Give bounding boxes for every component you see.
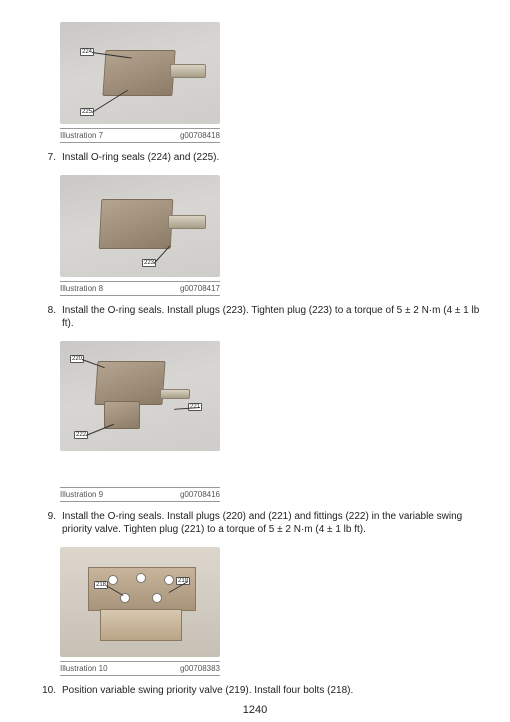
figure-9-image: 220221222 <box>60 341 220 451</box>
figure-8-block: 223 Illustration 8 g00708417 <box>60 175 486 296</box>
step-9-text: Install the O-ring seals. Install plugs … <box>62 510 486 537</box>
figure-8-caption: Illustration 8 g00708417 <box>60 281 220 296</box>
figure-7-block: 224225 Illustration 7 g00708418 <box>60 22 486 143</box>
step-8-text: Install the O-ring seals. Install plugs … <box>62 304 486 331</box>
step-7: 7. Install O-ring seals (224) and (225). <box>40 151 486 165</box>
figure-10-block: 218219 Illustration 10 g00708383 <box>60 547 486 676</box>
step-7-text: Install O-ring seals (224) and (225). <box>62 151 486 165</box>
figure-7-caption-left: Illustration 7 <box>60 131 103 140</box>
figure-10-image: 218219 <box>60 547 220 657</box>
callout-lead-222 <box>86 423 114 435</box>
figure-7-image: 224225 <box>60 22 220 124</box>
figure-10-caption: Illustration 10 g00708383 <box>60 661 220 676</box>
step-10: 10. Position variable swing priority val… <box>40 684 486 698</box>
figure-7-caption-right: g00708418 <box>180 131 220 140</box>
figure-10-caption-right: g00708383 <box>180 664 220 673</box>
figure-7-caption: Illustration 7 g00708418 <box>60 128 220 143</box>
step-9: 9. Install the O-ring seals. Install plu… <box>40 510 486 537</box>
figure-9-caption-right: g00708416 <box>180 490 220 499</box>
figure-9-caption-left: Illustration 9 <box>60 490 103 499</box>
step-9-number: 9. <box>40 510 56 537</box>
page-number: 1240 <box>0 704 510 716</box>
step-8-number: 8. <box>40 304 56 331</box>
figure-8-image: 223 <box>60 175 220 277</box>
figure-10-caption-left: Illustration 10 <box>60 664 108 673</box>
step-7-number: 7. <box>40 151 56 165</box>
step-8: 8. Install the O-ring seals. Install plu… <box>40 304 486 331</box>
step-10-number: 10. <box>40 684 56 698</box>
step-10-text: Position variable swing priority valve (… <box>62 684 486 698</box>
figure-9-block: 220221222 Illustration 9 g00708416 <box>60 341 486 502</box>
figure-9-caption: Illustration 9 g00708416 <box>60 487 220 502</box>
figure-8-caption-right: g00708417 <box>180 284 220 293</box>
figure-8-caption-left: Illustration 8 <box>60 284 103 293</box>
